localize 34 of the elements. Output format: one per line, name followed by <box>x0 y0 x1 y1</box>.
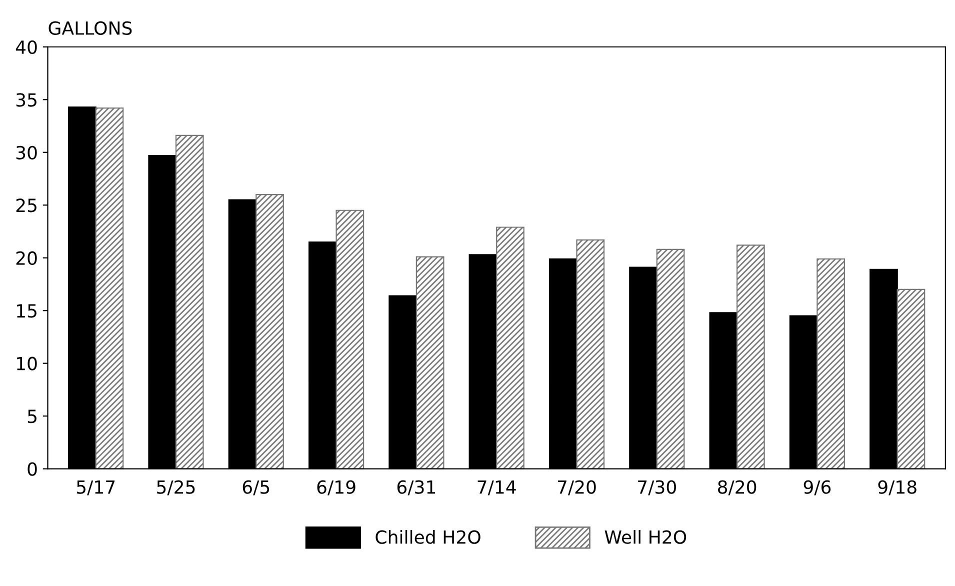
x-tick-label: 8/20 <box>718 480 756 496</box>
y-tick-label: 35 <box>16 93 36 107</box>
legend-label: Well H2O <box>604 530 686 544</box>
bar <box>175 134 204 469</box>
bar <box>256 194 284 469</box>
y-tick-label: 15 <box>17 304 36 318</box>
y-tick-label: 0 <box>28 462 37 476</box>
y-tick-label: 30 <box>16 146 37 160</box>
x-tick-label: 7/14 <box>478 480 516 496</box>
y-axis-title: GALLONS <box>48 21 132 35</box>
bar <box>416 256 444 469</box>
y-tick-label: 20 <box>16 251 37 265</box>
bar <box>656 248 685 469</box>
legend-label: Chilled H2O <box>376 530 480 544</box>
y-tick-label: 40 <box>16 40 37 54</box>
bar <box>736 244 765 469</box>
bar <box>336 210 364 469</box>
bar <box>896 288 926 469</box>
x-tick-label: 5/25 <box>157 480 195 496</box>
x-tick-label: 7/20 <box>558 480 596 496</box>
x-tick-label: 6/5 <box>242 480 270 496</box>
x-tick-label: 7/30 <box>638 480 676 496</box>
bar <box>95 108 124 469</box>
bar <box>496 226 524 469</box>
y-tick-label: 5 <box>28 410 36 424</box>
y-tick-label: 10 <box>17 356 37 370</box>
bar <box>576 239 605 469</box>
x-tick-label: 9/18 <box>878 480 916 496</box>
x-tick-label: 5/17 <box>76 480 115 496</box>
x-tick-label: 6/31 <box>397 480 436 496</box>
bar <box>816 258 846 469</box>
y-tick-label: 25 <box>16 198 36 212</box>
x-tick-label: 9/6 <box>804 480 831 496</box>
x-tick-label: 6/19 <box>317 480 356 496</box>
